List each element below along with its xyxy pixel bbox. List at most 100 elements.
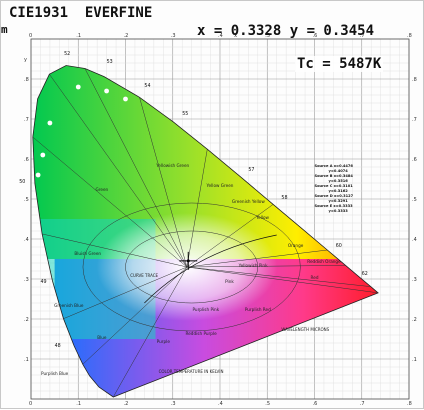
- wavelength-label: 50: [19, 179, 25, 185]
- region-label: Yellow: [255, 215, 269, 220]
- y-tick-label: .3: [24, 277, 29, 283]
- region-label: Bluish Green: [74, 251, 101, 256]
- x-tick-label: 0: [29, 33, 32, 39]
- color-temperature-readout: Tc = 5487K: [295, 56, 384, 72]
- x-tick-label: .1: [76, 33, 81, 39]
- region-boundary: [49, 74, 188, 268]
- region-boundary: [84, 68, 188, 268]
- region-boundary: [139, 97, 188, 268]
- region-label: Purple: [157, 339, 171, 344]
- wavelength-label: 62: [362, 271, 368, 277]
- y-tick-label: .5: [412, 197, 417, 203]
- wavelength-label: 54: [144, 83, 150, 89]
- y-tick-label: .1: [24, 357, 29, 363]
- wavelength-label: 60: [336, 243, 342, 249]
- app-title: CIE1931 EVERFINE: [9, 5, 153, 21]
- region-label: Blue: [97, 335, 107, 340]
- wavelength-annotation: WAVELENGTH MICRONS: [281, 327, 329, 332]
- x-tick-label: .2: [124, 33, 129, 39]
- y-tick-label: .5: [24, 197, 29, 203]
- y-tick-label: .6: [412, 157, 417, 163]
- y-tick-label: .6: [24, 157, 29, 163]
- region-label: Purplish Pink: [192, 307, 219, 312]
- region-label: Greenish Blue: [54, 303, 84, 308]
- illuminant-legend-entry: y=0.3291: [329, 199, 349, 203]
- region-label: Yellow Green: [206, 183, 234, 188]
- unit-mark: m: [1, 23, 8, 36]
- region-boundary: [186, 266, 371, 287]
- chart-marks: [35, 84, 198, 270]
- y-tick-label: .4: [24, 237, 29, 243]
- x-tick-label: .1: [76, 401, 81, 407]
- y-tick-label: .2: [412, 317, 417, 323]
- illuminant-legend-entry: y=0.3162: [329, 189, 349, 193]
- curve-trace-label: CURVE TRACE: [130, 273, 158, 278]
- region-label: Reddish Orange: [307, 259, 341, 264]
- region-boundary: [42, 233, 187, 268]
- y-tick-label: .2: [24, 317, 29, 323]
- x-tick-label: .6: [313, 33, 318, 39]
- measured-point: [186, 259, 190, 263]
- x-tick-label: .8: [407, 401, 412, 407]
- white-dot: [35, 172, 41, 178]
- plot-frame: [30, 38, 410, 400]
- color-temperature-annotation: COLOR TEMPERATURE IN KELVIN: [159, 369, 224, 374]
- x-tick-label: .8: [407, 33, 412, 39]
- x-tick-label: .3: [171, 401, 176, 407]
- y-tick-label: .3: [412, 277, 417, 283]
- x-tick-label: .4: [218, 401, 223, 407]
- wavelength-label: 49: [40, 279, 46, 285]
- x-tick-label: .6: [313, 401, 318, 407]
- x-tick-label: .2: [124, 401, 129, 407]
- region-label: Orange: [288, 243, 304, 248]
- y-tick-label: .7: [24, 117, 29, 123]
- region-label: Purplish Red: [245, 307, 271, 312]
- wavelength-label: 52: [64, 51, 70, 57]
- white-dot: [123, 96, 128, 102]
- chromaticity-fill: [32, 65, 379, 397]
- x-tick-label: 0: [29, 401, 32, 407]
- region-label: Yellowish Green: [155, 163, 189, 168]
- white-dot: [104, 88, 109, 94]
- region-boundary: [82, 266, 188, 365]
- x-tick-label: .7: [360, 33, 365, 39]
- region-label: Reddish Purple: [186, 331, 218, 336]
- outer-ellipse: [82, 202, 301, 332]
- region-label: Green: [96, 187, 109, 192]
- illuminant-legend-entry: Source E x=0.3333: [315, 204, 354, 208]
- white-dot: [40, 152, 46, 158]
- wavelength-label: 58: [281, 195, 287, 201]
- region-label: Red: [311, 275, 319, 280]
- region-label: Purplish Blue: [41, 371, 69, 376]
- illuminant-legend-entry: Source D x=0.3127: [315, 194, 354, 198]
- wavelength-label: 48: [55, 343, 61, 349]
- illuminant-legend-entry: y=0.3333: [329, 209, 349, 213]
- chart-axes: 0 0 .1 .1 .2 .2 .3 .3 .4 .4 .5 .5 .6 .6 .7 .7 .8 .8 .1 .1 .2…: [24, 33, 417, 407]
- region-label: Greenish Yellow: [232, 199, 265, 204]
- illuminant-legend-entry: y=0.3516: [329, 179, 349, 183]
- illuminant-legend-entry: Source A x=0.4476: [315, 164, 354, 168]
- y-tick-label: .8: [24, 77, 29, 83]
- illuminant-legend-entry: Source B x=0.3484: [315, 174, 354, 178]
- inner-ellipse: [125, 230, 259, 304]
- region-boundary: [186, 265, 346, 268]
- x-tick-label: .5: [265, 401, 270, 407]
- white-dot: [47, 120, 53, 126]
- region-boundary: [63, 266, 188, 319]
- x-tick-label: .4: [218, 33, 223, 39]
- illuminant-legend-entry: y=0.4074: [329, 169, 349, 173]
- wavelength-label: 57: [248, 167, 254, 173]
- wavelength-label: 55: [182, 111, 188, 117]
- region-label: Pink: [225, 279, 234, 284]
- region-boundary: [113, 266, 188, 398]
- region-boundary: [186, 266, 379, 294]
- region-boundary: [186, 149, 208, 268]
- y-tick-label: .1: [412, 357, 417, 363]
- region-labels: Green Yellowish Green Yellow Green Greenish…: [19, 51, 368, 376]
- region-label: Yellowish Pink: [238, 263, 268, 268]
- y-tick-label: .8: [412, 77, 417, 83]
- region-boundary: [186, 204, 274, 268]
